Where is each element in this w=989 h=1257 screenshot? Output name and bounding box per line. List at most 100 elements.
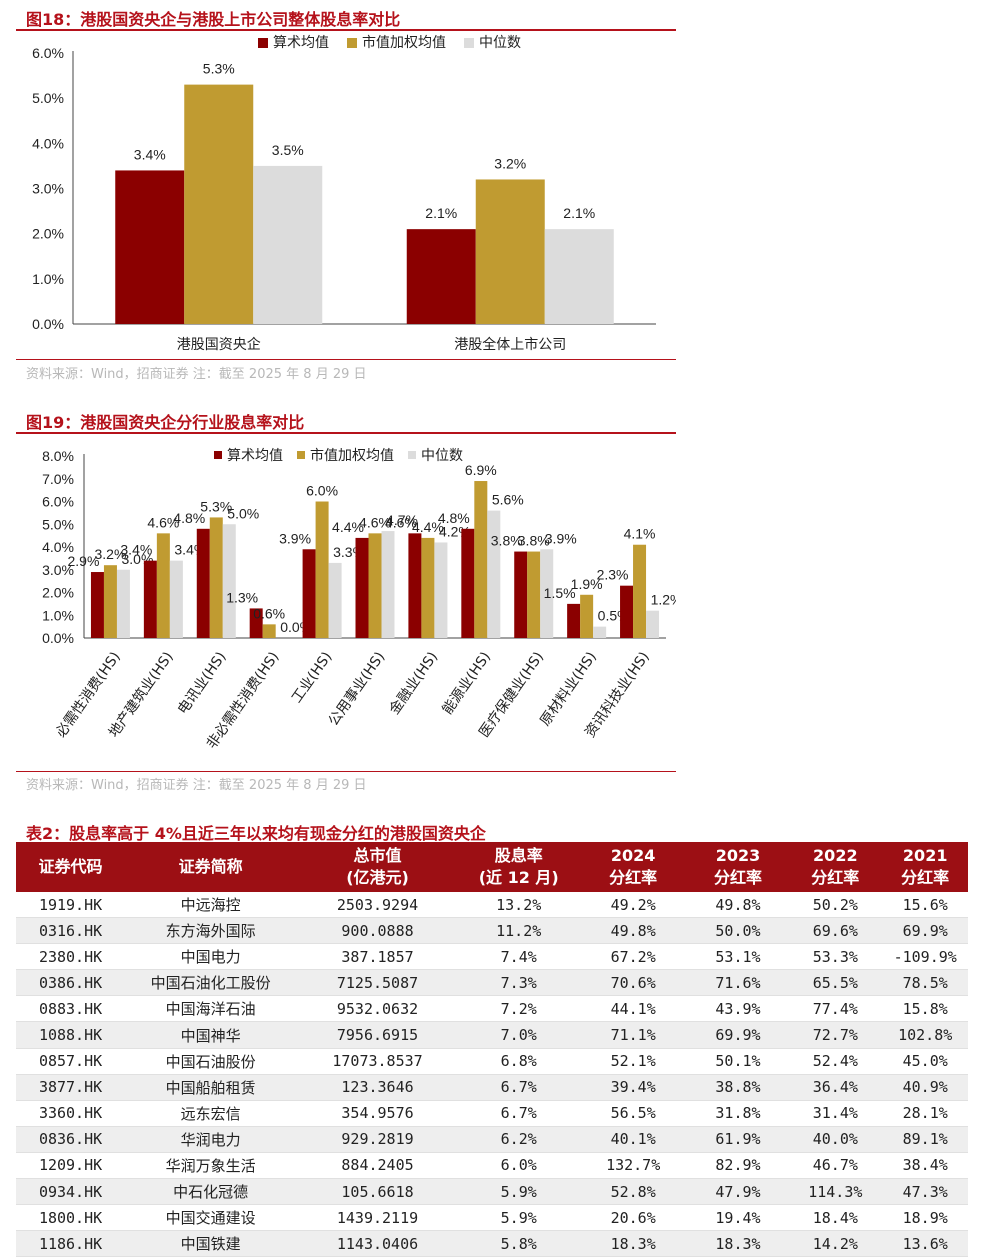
bar-0-1 <box>103 565 117 638</box>
table-cell: 中远海控 <box>125 892 297 919</box>
data-label: 3.8% <box>491 533 523 549</box>
column-header: 证券代码 <box>16 842 126 892</box>
data-label: 3.8% <box>518 533 550 549</box>
bar-5-1 <box>368 533 382 638</box>
category-label: 金融业(HS) <box>387 649 442 717</box>
bar-10-1 <box>633 544 647 638</box>
bar-6-0 <box>408 533 422 638</box>
column-header-text: 2021 <box>902 846 948 865</box>
data-label: 2.1% <box>425 205 457 221</box>
column-header-text: 分红率 <box>713 868 762 887</box>
table-cell: 49.8% <box>578 917 688 945</box>
legend-swatch-2 <box>408 451 416 459</box>
table-cell: 1088.HK <box>16 1021 126 1049</box>
column-header: 股息率 (近 12 月) <box>458 842 579 892</box>
bar-0-0 <box>90 572 104 638</box>
figure18-source: 资料来源：Wind，招商证券 注：截至 2025 年 8 月 29 日 <box>26 367 367 382</box>
data-label: 3.9% <box>279 530 311 546</box>
table-cell: 50.1% <box>687 1048 789 1075</box>
bar-4-2 <box>328 562 342 638</box>
legend-swatch-0 <box>258 38 268 48</box>
figure19-source: 资料来源：Wind，招商证券 注：截至 2025 年 8 月 29 日 <box>26 778 367 793</box>
table-cell: -109.9% <box>882 943 968 971</box>
table-cell: 20.6% <box>578 1204 688 1232</box>
table-cell: 13.6% <box>882 1230 968 1257</box>
table-cell: 89.1% <box>882 1126 968 1153</box>
table-cell: 0316.HK <box>16 917 126 945</box>
bar-7-1 <box>474 481 488 638</box>
data-label: 4.6% <box>385 514 417 530</box>
data-label: 3.2% <box>494 155 526 171</box>
table-row: 2380.HK 中国电力 387.1857 7.4% 67.2% 53.1% 53.3% -1… <box>16 943 968 971</box>
table-cell: 3877.HK <box>16 1074 126 1101</box>
column-header-text: (亿港元) <box>346 868 409 887</box>
data-label: 4.6% <box>147 514 179 530</box>
table-cell: 56.5% <box>578 1100 688 1127</box>
legend-label-1: 市值加权均值 <box>362 34 446 51</box>
y-tick-label: 7.0% <box>42 471 74 487</box>
table-cell: 387.1857 <box>296 943 459 971</box>
legend-label-0: 算术均值 <box>227 448 283 464</box>
bar-3-1 <box>262 624 276 638</box>
data-label: 3.5% <box>272 142 304 158</box>
table-row: 0316.HK 东方海外国际 900.0888 11.2% 49.8% 50.0% 69.6… <box>16 917 968 945</box>
table-cell: 65.5% <box>788 969 883 997</box>
column-header: 2021 分红率 <box>882 842 968 892</box>
table-cell: 中石化冠德 <box>125 1178 297 1206</box>
table-cell: 9532.0632 <box>296 995 459 1023</box>
bar-4-0 <box>302 549 316 638</box>
table-cell: 中国神华 <box>125 1021 297 1049</box>
bar-8-0 <box>514 551 528 638</box>
table-cell: 5.9% <box>458 1178 579 1206</box>
table-cell: 1186.HK <box>16 1230 126 1257</box>
table-cell: 0386.HK <box>16 969 126 997</box>
table-cell: 49.2% <box>578 892 688 919</box>
table-cell: 46.7% <box>788 1152 883 1180</box>
y-tick-label: 0.0% <box>42 630 74 646</box>
table-cell: 远东宏信 <box>125 1100 297 1127</box>
table-cell: 38.4% <box>882 1152 968 1180</box>
table-cell: 6.7% <box>458 1074 579 1101</box>
column-header: 2023 分红率 <box>687 842 789 892</box>
data-label: 4.4% <box>412 519 444 535</box>
y-tick-label: 6.0% <box>32 45 64 61</box>
table-cell: 40.9% <box>882 1074 968 1101</box>
bar-9-2 <box>593 626 607 638</box>
column-header-text: 2023 <box>715 846 761 865</box>
data-label: 1.5% <box>544 585 576 601</box>
table-row: 0934.HK 中石化冠德 105.6618 5.9% 52.8% 47.9% 114.3%… <box>16 1178 968 1206</box>
y-tick-label: 3.0% <box>32 181 64 197</box>
category-label: 公用事业(HS) <box>326 649 389 729</box>
table-cell: 1800.HK <box>16 1204 126 1232</box>
table-cell: 中国海洋石油 <box>125 995 297 1023</box>
column-header-text: 2022 <box>813 846 858 865</box>
table-row: 1186.HK 中国铁建 1143.0406 5.8% 18.3% 18.3% 14.2% 1… <box>16 1230 968 1257</box>
table-cell: 31.4% <box>788 1100 883 1127</box>
table-cell: 78.5% <box>882 969 968 997</box>
table-row: 1800.HK 中国交通建设 1439.2119 5.9% 20.6% 19.4% 18.4… <box>16 1204 968 1232</box>
table-cell: 7.4% <box>458 943 579 971</box>
table-cell: 6.2% <box>458 1126 579 1153</box>
table-cell: 6.7% <box>458 1100 579 1127</box>
table-cell: 18.3% <box>578 1230 688 1257</box>
table-cell: 7.0% <box>458 1021 579 1049</box>
table-cell: 47.9% <box>687 1178 789 1206</box>
table-cell: 3360.HK <box>16 1100 126 1127</box>
data-label: 4.4% <box>332 519 364 535</box>
legend-label-0: 算术均值 <box>273 35 329 51</box>
legend-label-2: 中位数 <box>421 448 463 464</box>
table-row: 1209.HK 华润万象生活 884.2405 6.0% 132.7% 82.9% 46.7… <box>16 1152 968 1180</box>
bar-6-2 <box>434 542 448 638</box>
data-label: 2.9% <box>67 553 99 569</box>
bar-9-0 <box>567 603 581 638</box>
table-cell: 69.6% <box>788 917 883 945</box>
data-label: 1.3% <box>226 589 258 605</box>
bar-9-1 <box>580 594 594 638</box>
table-cell: 18.3% <box>687 1230 789 1257</box>
table-cell: 1439.2119 <box>296 1204 459 1232</box>
data-label: 0.6% <box>253 605 285 621</box>
column-header: 总市值 (亿港元) <box>296 842 459 892</box>
table2-title: 表2：股息率高于 4%且近三年以来均有现金分红的港股国资央企 <box>26 824 486 843</box>
data-label: 5.0% <box>227 505 259 521</box>
table-cell: 7.3% <box>458 969 579 997</box>
